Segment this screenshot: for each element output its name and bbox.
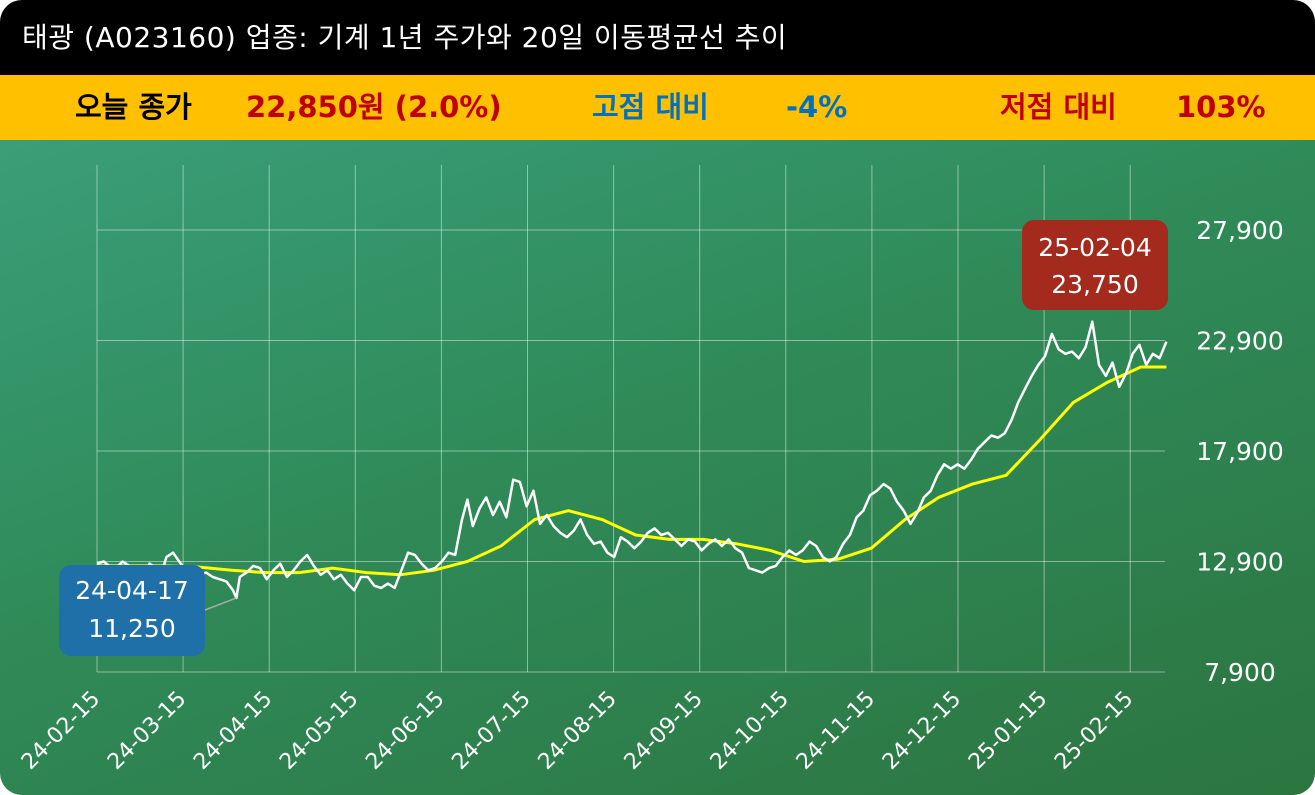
y-tick-label: 12,900 xyxy=(1196,548,1283,577)
x-axis-labels: 24-02-1524-03-1524-04-1524-05-1524-06-15… xyxy=(17,687,1138,775)
x-tick-label: 24-03-15 xyxy=(103,687,191,775)
stats-bar: 오늘 종가 22,850원 (2.0%) 고점 대비 -4% 저점 대비 103… xyxy=(0,75,1315,140)
high-compare-value: -4% xyxy=(786,90,848,124)
low-callout: 24-04-17 11,250 xyxy=(59,565,205,656)
low-callout-leader xyxy=(204,597,237,611)
x-tick-label: 24-06-15 xyxy=(361,687,449,775)
high-callout: 25-02-04 23,750 xyxy=(1022,220,1168,310)
y-tick-label: 7,900 xyxy=(1204,658,1276,687)
y-axis-labels: 27,900 22,900 17,900 12,900 7,900 xyxy=(1196,216,1283,687)
y-tick-label: 27,900 xyxy=(1196,216,1283,245)
high-compare-label: 고점 대비 xyxy=(592,90,709,124)
y-tick-label: 17,900 xyxy=(1196,437,1283,466)
y-tick-label: 22,900 xyxy=(1196,327,1283,356)
ma20-line xyxy=(97,365,1167,577)
close-label: 오늘 종가 xyxy=(75,90,192,124)
x-tick-label: 24-10-15 xyxy=(706,687,794,775)
price-line xyxy=(96,320,1168,600)
x-tick-label: 24-11-15 xyxy=(792,687,880,775)
x-tick-label: 24-09-15 xyxy=(620,687,708,775)
plot-area: 27,900 22,900 17,900 12,900 7,900 24-02-15 24… xyxy=(0,140,1315,795)
chart-title: 태광 (A023160) 업종: 기계 1년 주가와 20일 이동평균선 추이 xyxy=(0,0,1315,75)
x-tick-label: 24-05-15 xyxy=(275,687,363,775)
x-tick-label: 25-01-15 xyxy=(964,687,1052,775)
x-tick-label: 24-08-15 xyxy=(534,687,622,775)
horizontal-gridlines xyxy=(97,229,1165,673)
high-callout-box xyxy=(1022,220,1168,310)
high-callout-value: 23,750 xyxy=(1051,270,1138,299)
x-tick-label: 25-02-15 xyxy=(1050,687,1138,775)
close-value: 22,850원 (2.0%) xyxy=(246,90,502,124)
low-compare-label: 저점 대비 xyxy=(1000,90,1117,124)
low-callout-value: 11,250 xyxy=(88,614,175,643)
x-tick-label: 24-04-15 xyxy=(189,687,277,775)
low-callout-box xyxy=(59,565,205,656)
x-tick-label: 24-02-15 xyxy=(17,687,105,775)
low-compare-value: 103% xyxy=(1176,90,1266,124)
x-tick-label: 24-12-15 xyxy=(878,687,966,775)
low-callout-date: 24-04-17 xyxy=(75,576,188,605)
high-callout-date: 25-02-04 xyxy=(1038,233,1151,262)
vertical-gridlines xyxy=(96,165,1131,672)
x-tick-label: 24-07-15 xyxy=(447,687,535,775)
